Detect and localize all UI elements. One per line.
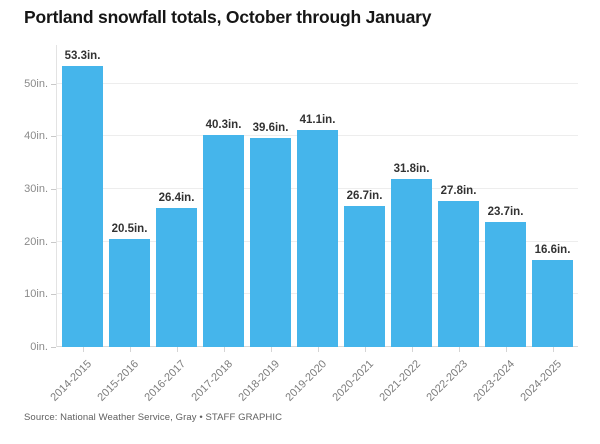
bar bbox=[250, 138, 291, 347]
x-axis-tick bbox=[270, 347, 272, 352]
y-axis-label: 0in. bbox=[30, 341, 48, 353]
y-axis-tick bbox=[51, 294, 56, 296]
bar bbox=[109, 238, 150, 347]
x-axis-tick bbox=[505, 347, 507, 352]
x-axis-tick bbox=[129, 347, 131, 352]
plot-area: 53.3in. 2014-2015 20.5in. 2015-2016 26.4in. 2… bbox=[48, 45, 578, 404]
x-axis-label: 2019-2020 bbox=[283, 358, 329, 404]
bar bbox=[344, 206, 385, 347]
bar-value-label: 39.6in. bbox=[252, 122, 289, 135]
bar-value-label: 23.7in. bbox=[487, 206, 524, 219]
bar-value-label: 20.5in. bbox=[111, 222, 148, 235]
bar bbox=[485, 222, 526, 347]
x-axis-tick bbox=[458, 347, 460, 352]
gridline bbox=[57, 82, 578, 84]
y-axis-label: 30in. bbox=[24, 182, 48, 195]
x-axis-label: 2018-2019 bbox=[236, 358, 282, 404]
source-credit: Source: National Weather Service, Gray •… bbox=[24, 412, 283, 423]
bar-value-label: 26.4in. bbox=[158, 191, 195, 204]
bar bbox=[156, 207, 197, 347]
chart-title: Portland snowfall totals, October throug… bbox=[24, 7, 432, 27]
bar-value-label: 16.6in. bbox=[534, 243, 571, 256]
x-axis-label: 2021-2022 bbox=[377, 358, 423, 404]
x-axis-label: 2022-2023 bbox=[424, 358, 470, 404]
bar-value-label: 26.7in. bbox=[346, 190, 383, 203]
x-axis-label: 2024-2025 bbox=[518, 358, 564, 404]
bar bbox=[438, 200, 479, 347]
x-axis-tick bbox=[223, 347, 225, 352]
x-axis-label: 2023-2024 bbox=[471, 358, 517, 404]
y-axis-tick bbox=[51, 188, 56, 190]
y-axis-tick bbox=[51, 83, 56, 85]
bar-value-label: 31.8in. bbox=[393, 163, 430, 176]
x-axis-tick bbox=[317, 347, 319, 352]
x-axis-label: 2016-2017 bbox=[142, 358, 188, 404]
y-axis-tick bbox=[51, 347, 56, 348]
y-axis-tick bbox=[51, 241, 56, 243]
y-axis-label: 10in. bbox=[24, 288, 48, 301]
bar-value-label: 53.3in. bbox=[64, 50, 101, 63]
x-axis-tick bbox=[411, 347, 413, 352]
x-axis-label: 2017-2018 bbox=[189, 358, 235, 404]
bar-value-label: 40.3in. bbox=[205, 118, 242, 131]
bar bbox=[532, 259, 573, 347]
y-axis-tick bbox=[51, 136, 56, 138]
x-axis-label: 2014-2015 bbox=[48, 358, 94, 404]
x-axis-tick bbox=[82, 347, 84, 352]
x-axis-tick bbox=[364, 347, 366, 352]
bar bbox=[391, 179, 432, 347]
y-axis-label: 50in. bbox=[24, 77, 48, 90]
y-axis-label: 20in. bbox=[24, 235, 48, 248]
x-axis-tick bbox=[176, 347, 178, 352]
x-axis-label: 2020-2021 bbox=[330, 358, 376, 404]
bar bbox=[203, 134, 244, 347]
y-axis-label: 40in. bbox=[24, 130, 48, 143]
y-axis-line bbox=[56, 45, 57, 347]
x-axis-label: 2015-2016 bbox=[95, 358, 141, 404]
bar bbox=[297, 130, 338, 347]
x-axis-tick bbox=[552, 347, 554, 352]
bar-value-label: 27.8in. bbox=[440, 184, 477, 197]
bar bbox=[62, 66, 103, 347]
bar-value-label: 41.1in. bbox=[299, 114, 336, 127]
